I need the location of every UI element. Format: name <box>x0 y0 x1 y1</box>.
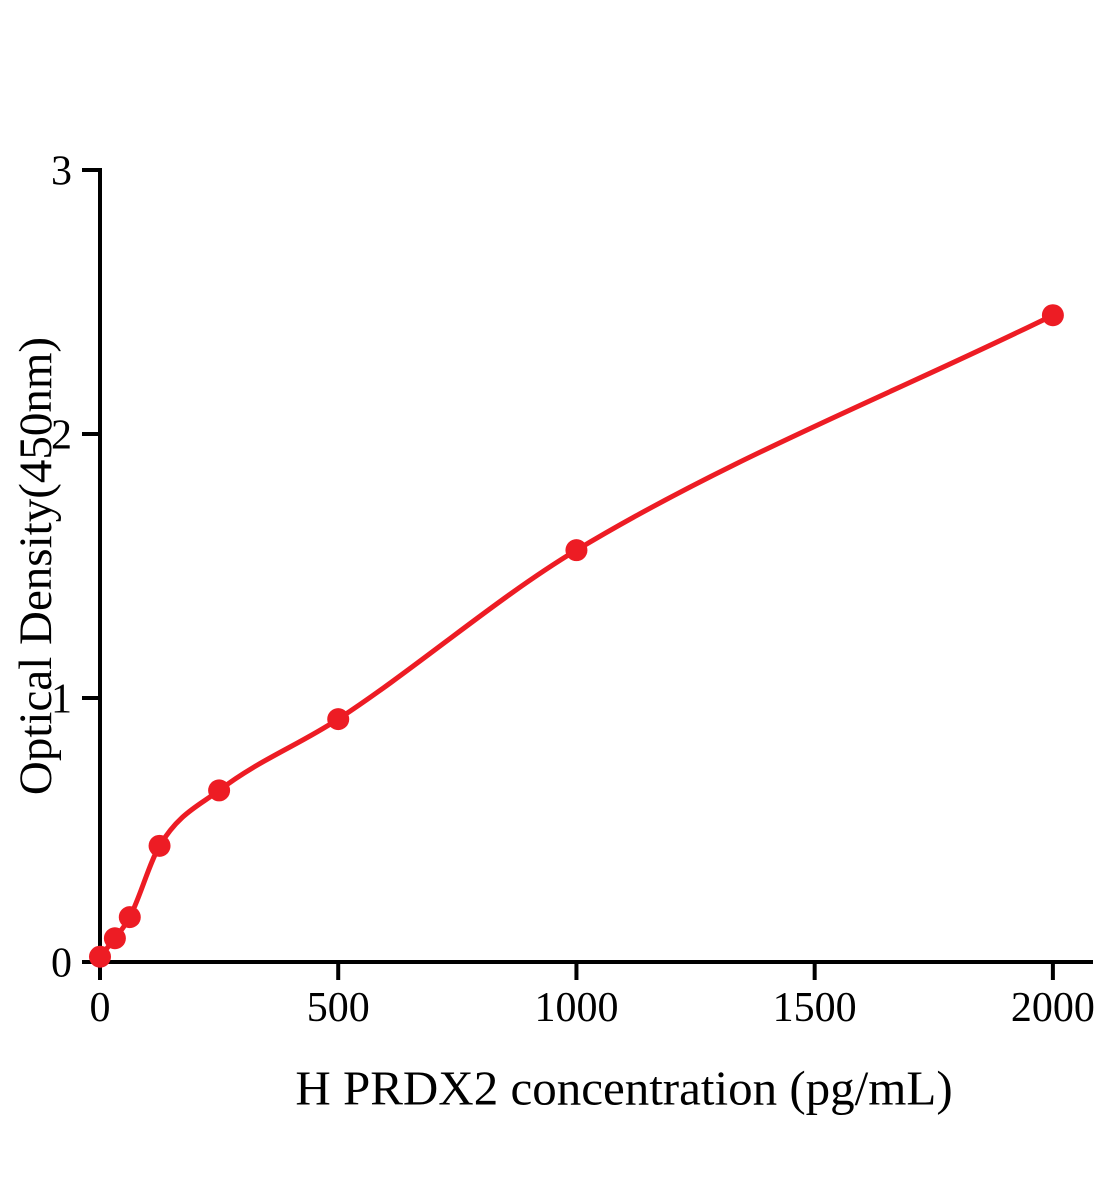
x-tick-label: 1500 <box>773 985 857 1031</box>
data-point <box>118 906 141 929</box>
y-tick-label: 2 <box>51 413 72 459</box>
x-axis-title: H PRDX2 concentration (pg/mL) <box>295 1060 953 1116</box>
x-tick-label: 500 <box>307 985 370 1031</box>
data-point <box>103 927 126 950</box>
data-point <box>148 834 171 857</box>
y-tick-label: 1 <box>51 677 72 723</box>
data-point <box>565 539 588 562</box>
x-tick-label: 1000 <box>534 985 618 1031</box>
data-point <box>89 945 111 968</box>
y-tick-label: 3 <box>51 149 72 195</box>
x-tick-label: 0 <box>90 985 111 1031</box>
data-point <box>327 708 350 731</box>
y-axis-title: Optical Density(450nm) <box>10 336 62 796</box>
y-tick-label: 0 <box>51 941 72 987</box>
x-tick-label: 2000 <box>1011 985 1095 1031</box>
data-point <box>1041 304 1064 327</box>
standard-curve-line <box>97 312 1056 960</box>
data-point <box>208 779 231 802</box>
